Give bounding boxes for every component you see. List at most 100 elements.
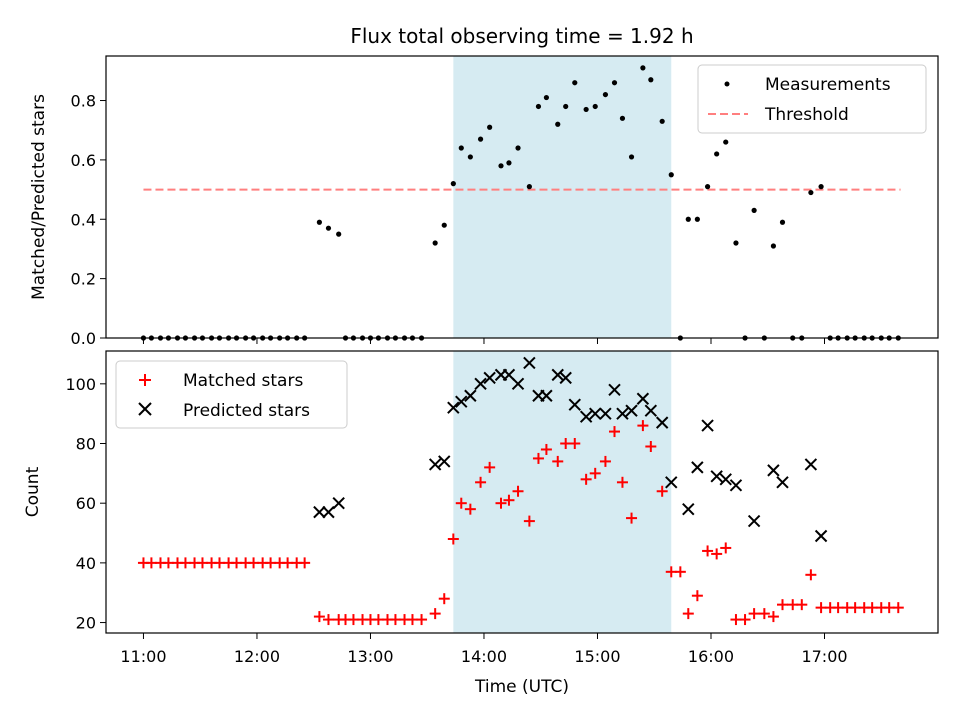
measurement-point	[506, 160, 512, 166]
predicted-star-point	[767, 464, 780, 477]
measurement-point	[733, 240, 739, 246]
predicted-star-point	[665, 476, 678, 489]
measurement-point	[441, 222, 447, 228]
top-y-axis-label: Matched/Predicted stars	[29, 94, 49, 300]
predicted-star-point	[608, 383, 621, 397]
predicted-star-point	[568, 398, 581, 411]
matched-star-point	[609, 426, 621, 438]
predicted-star-point	[322, 505, 335, 519]
x-tick-label: 15:00	[574, 647, 620, 666]
predicted-star-point	[616, 407, 629, 420]
measurement-point	[555, 121, 561, 127]
predicted-star-point	[579, 410, 593, 423]
y-tick-label: 100	[65, 375, 96, 394]
measurement-point	[526, 184, 532, 190]
legend-predicted-label: Predicted stars	[183, 401, 310, 421]
predicted-star-point	[511, 377, 525, 391]
matched-star-point	[637, 420, 649, 432]
matched-star-point	[796, 599, 808, 611]
matched-star-point	[674, 566, 686, 578]
matched-star-point	[776, 599, 788, 611]
observing-window-span-bottom	[453, 351, 672, 633]
measurement-point	[592, 103, 598, 110]
legend-predicted-marker	[138, 402, 152, 416]
measurement-point	[563, 103, 569, 110]
matched-star-point	[464, 503, 476, 515]
matched-star-point	[322, 614, 334, 626]
measurement-point	[770, 243, 777, 249]
matched-star-point	[711, 548, 723, 560]
matched-star-point	[702, 545, 714, 557]
matched-star-point	[416, 614, 428, 626]
matched-star-point	[484, 461, 496, 473]
matched-star-point	[645, 440, 657, 452]
y-tick-label: 0.0	[71, 329, 96, 348]
predicted-star-point	[551, 368, 564, 382]
x-tick-label: 12:00	[234, 647, 280, 666]
measurement-point	[779, 219, 786, 225]
measurement-point	[751, 207, 757, 213]
measurement-point	[808, 189, 814, 196]
predicted-star-point	[710, 470, 723, 483]
legend-measurements-marker	[724, 81, 730, 87]
matched-star-point	[599, 455, 611, 467]
y-tick-label: 20	[76, 614, 96, 633]
bottom-y-axis-label: Count	[23, 466, 43, 517]
measurement-point	[543, 94, 550, 101]
measurement-point	[325, 225, 332, 231]
predicted-star-point	[483, 371, 496, 385]
bottom-axes-frame	[105, 350, 939, 634]
measurement-point	[572, 80, 578, 86]
predicted-star-point	[636, 392, 650, 405]
matched-star-point	[748, 608, 760, 620]
measurement-point	[498, 163, 504, 169]
measurement-point	[515, 145, 521, 151]
y-tick-label: 40	[76, 554, 96, 573]
measurement-point	[640, 65, 646, 71]
predicted-star-point	[776, 476, 789, 489]
measurement-point	[602, 91, 609, 98]
measurement-point	[477, 136, 484, 142]
count-panel: 20 40 60 80 100 11:00 12:00 13:00 14:00 15:00 16:…	[23, 350, 939, 697]
bottom-legend: Matched stars Predicted stars	[115, 360, 348, 429]
matched-star-point	[532, 452, 544, 464]
predicted-star-point	[540, 389, 553, 402]
top-axes-frame	[105, 55, 939, 339]
measurement-point	[668, 172, 674, 178]
matched-star-point	[475, 476, 487, 488]
matched-star-point	[495, 497, 507, 509]
matched-star-point	[523, 515, 535, 527]
matched-star-point	[429, 608, 441, 620]
measurement-point	[583, 106, 589, 113]
predicted-star-point	[701, 419, 714, 432]
measurement-point	[704, 184, 711, 190]
matched-star-point	[580, 473, 592, 485]
predicted-star-point	[474, 377, 487, 391]
x-tick-label: 17:00	[801, 647, 847, 666]
x-axis-label: Time (UTC)	[474, 677, 569, 697]
measurement-point	[619, 115, 626, 121]
measurement-point	[432, 240, 438, 246]
predicted-star-point	[313, 505, 326, 519]
bottom-x-axis-ticks: 11:00 12:00 13:00 14:00 15:00 16:00 17:00	[120, 633, 848, 666]
bottom-y-axis-ticks: 20 40 60 80 100	[65, 375, 106, 633]
matched-star-point	[656, 485, 668, 497]
measurement-point	[648, 77, 654, 83]
matched-star-point	[569, 438, 581, 450]
legend-measurements-label: Measurements	[765, 75, 891, 95]
legend-threshold-label: Threshold	[764, 105, 849, 125]
matched-star-point	[438, 593, 450, 605]
x-tick-label: 13:00	[347, 647, 393, 666]
observing-window-span-top	[453, 56, 672, 338]
predicted-star-point	[682, 502, 695, 516]
matched-star-point	[720, 542, 732, 554]
predicted-star-point	[804, 458, 818, 471]
measurement-point	[685, 216, 691, 222]
ratio-panel: 0.00.20.40.60.8 Matched/Predicted stars …	[29, 55, 939, 348]
x-tick-label: 16:00	[688, 647, 734, 666]
predicted-star-point	[428, 458, 442, 471]
top-y-axis-ticks: 0.0 0.2 0.4 0.6 0.8	[71, 92, 106, 348]
matched-star-point	[455, 497, 467, 509]
matched-star-point	[299, 557, 311, 569]
